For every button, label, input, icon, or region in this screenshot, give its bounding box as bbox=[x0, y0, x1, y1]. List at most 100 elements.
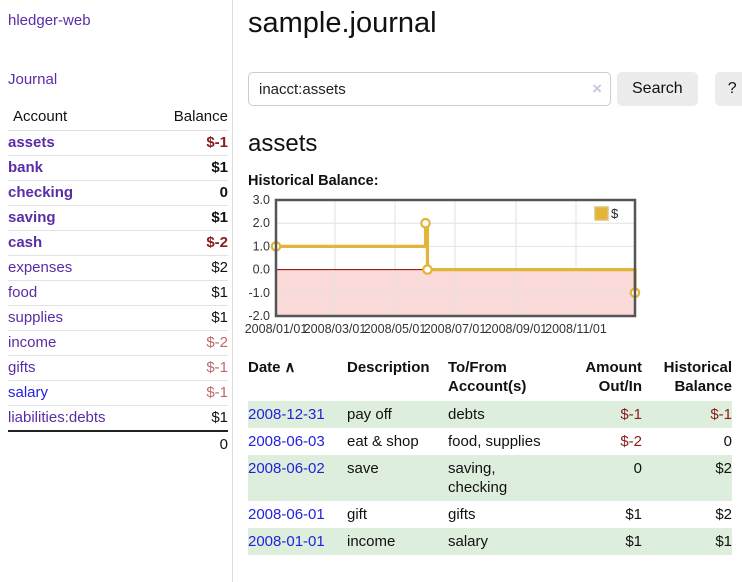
register-accounts-cell: debts bbox=[448, 401, 558, 428]
register-description-cell: income bbox=[347, 528, 448, 555]
account-link-bank[interactable]: bank bbox=[8, 159, 44, 176]
search-input[interactable] bbox=[248, 72, 611, 106]
transaction-date-link[interactable]: 2008-06-01 bbox=[248, 506, 325, 523]
account-cell: bank bbox=[8, 155, 150, 181]
register-col-date[interactable]: Date ∧ bbox=[248, 356, 347, 401]
account-cell: checking bbox=[8, 180, 150, 206]
account-balance: $2 bbox=[149, 255, 228, 281]
register-description-cell: save bbox=[347, 455, 448, 501]
register-row: 2008-01-01 income salary $1 $1 bbox=[248, 528, 732, 555]
account-balance: $-1 bbox=[149, 130, 228, 156]
accounts-total-spacer bbox=[8, 430, 150, 458]
account-cell: expenses bbox=[8, 255, 150, 281]
register-rows: 2008-12-31 pay off debts $-1 $-1 2008-06-03 ea… bbox=[248, 401, 732, 555]
register-col-date-label: Date bbox=[248, 359, 281, 376]
sort-ascending-icon: ∧ bbox=[284, 359, 296, 376]
register-row: 2008-06-03 eat & shop food, supplies $-2 0 bbox=[248, 428, 732, 455]
account-link-expenses[interactable]: expenses bbox=[8, 259, 73, 276]
register-col-amount: Amount Out/In bbox=[585, 359, 642, 395]
account-link-gifts[interactable]: gifts bbox=[8, 359, 36, 376]
account-row: income $-2 bbox=[8, 330, 228, 356]
account-row: liabilities:debts $1 bbox=[8, 405, 228, 432]
register-col-accounts: To/From Account(s) bbox=[448, 359, 527, 395]
data-point-marker bbox=[422, 264, 433, 275]
account-balance: $1 bbox=[149, 405, 228, 432]
register-amount-cell: $-2 bbox=[620, 433, 642, 450]
accounts-total-value: 0 bbox=[149, 430, 228, 458]
search-button[interactable]: Search bbox=[617, 72, 698, 106]
account-link-cash[interactable]: cash bbox=[8, 234, 43, 251]
x-tick-label: 2008/11/01 bbox=[545, 322, 607, 336]
register-balance-cell: $-1 bbox=[642, 401, 732, 428]
register-amount-cell: 0 bbox=[558, 455, 642, 501]
account-row: expenses $2 bbox=[8, 255, 228, 281]
transaction-date-link[interactable]: 2008-06-03 bbox=[248, 433, 325, 450]
page-title: sample.journal bbox=[248, 7, 437, 39]
accounts-table: Account Balance assets $-1 bank $1 checking 0… bbox=[8, 104, 228, 458]
account-link-assets[interactable]: assets bbox=[8, 134, 55, 151]
register-balance-cell: $2 bbox=[715, 506, 732, 523]
account-row: gifts $-1 bbox=[8, 355, 228, 381]
clear-search-icon[interactable]: × bbox=[592, 78, 602, 98]
x-tick-label: 2008/05/01 bbox=[364, 322, 427, 336]
register-col-description: Description bbox=[347, 359, 430, 376]
account-row: cash $-2 bbox=[8, 230, 228, 256]
register-table: Date ∧ Description To/From Account(s) Amo… bbox=[248, 356, 732, 555]
register-balance-cell: $1 bbox=[642, 528, 732, 555]
account-cell: cash bbox=[8, 230, 150, 256]
register-row: 2008-06-01 gift gifts $1 $2 bbox=[248, 501, 732, 528]
y-tick-label: -2.0 bbox=[248, 309, 270, 323]
accounts-header-row: Account Balance bbox=[8, 104, 228, 131]
account-row: checking 0 bbox=[8, 180, 228, 206]
chart-heading: Historical Balance: bbox=[248, 173, 379, 189]
account-cell: assets bbox=[8, 130, 150, 156]
register-date-cell: 2008-06-02 bbox=[248, 455, 347, 501]
register-date-cell: 2008-01-01 bbox=[248, 528, 347, 555]
account-balance: $1 bbox=[149, 205, 228, 231]
account-cell: salary bbox=[8, 380, 150, 406]
register-date-cell: 2008-12-31 bbox=[248, 401, 347, 428]
account-link-supplies[interactable]: supplies bbox=[8, 309, 64, 326]
account-cell: income bbox=[8, 330, 150, 356]
register-description-cell: eat & shop bbox=[347, 433, 419, 450]
register-date-cell: 2008-06-01 bbox=[248, 501, 347, 528]
account-link-saving[interactable]: saving bbox=[8, 209, 56, 226]
account-link-liabilities-debts[interactable]: liabilities:debts bbox=[8, 409, 106, 426]
register-amount-cell: $1 bbox=[625, 506, 642, 523]
register-date-cell: 2008-06-03 bbox=[248, 428, 347, 455]
account-link-salary[interactable]: salary bbox=[8, 384, 49, 401]
sidebar-nav: Journal bbox=[8, 71, 228, 88]
account-link-checking[interactable]: checking bbox=[8, 184, 74, 201]
register-accounts-cell: salary bbox=[448, 528, 558, 555]
account-row: supplies $1 bbox=[8, 305, 228, 331]
transaction-date-link[interactable]: 2008-01-01 bbox=[248, 533, 325, 550]
account-link-food[interactable]: food bbox=[8, 284, 38, 301]
x-tick-label: 2008/07/01 bbox=[424, 322, 487, 336]
account-cell: liabilities:debts bbox=[8, 405, 150, 432]
register-col-balance: Historical Balance bbox=[663, 359, 732, 395]
sidebar-item-journal[interactable]: Journal bbox=[8, 71, 58, 88]
y-tick-label: 2.0 bbox=[253, 216, 270, 230]
search-input-wrap: × bbox=[248, 72, 611, 106]
register-amount-cell: $-1 bbox=[558, 401, 642, 428]
account-row: saving $1 bbox=[8, 205, 228, 231]
account-row: salary $-1 bbox=[8, 380, 228, 406]
transaction-date-link[interactable]: 2008-06-02 bbox=[248, 460, 325, 477]
help-button[interactable]: ? bbox=[714, 72, 742, 106]
account-balance: $1 bbox=[149, 155, 228, 181]
account-rows: assets $-1 bank $1 checking 0 saving $1 cash $-2 e… bbox=[8, 130, 228, 432]
transaction-date-link[interactable]: 2008-12-31 bbox=[248, 406, 325, 423]
register-amount-cell: $1 bbox=[558, 528, 642, 555]
account-cell: food bbox=[8, 280, 150, 306]
y-tick-label: 3.0 bbox=[253, 193, 270, 207]
brand-link[interactable]: hledger-web bbox=[8, 12, 91, 29]
account-link-income[interactable]: income bbox=[8, 334, 57, 351]
y-tick-label: -1.0 bbox=[248, 286, 270, 300]
account-cell: gifts bbox=[8, 355, 150, 381]
brand: hledger-web bbox=[8, 12, 228, 29]
x-tick-label: 2008/09/01 bbox=[485, 322, 548, 336]
account-balance: $1 bbox=[149, 280, 228, 306]
accounts-total-row: 0 bbox=[8, 430, 228, 458]
balance-chart: 3.0 2.0 1.0 0.0 -1.0 -2.0 2008/01/01 2008/03/01… bbox=[245, 193, 742, 340]
